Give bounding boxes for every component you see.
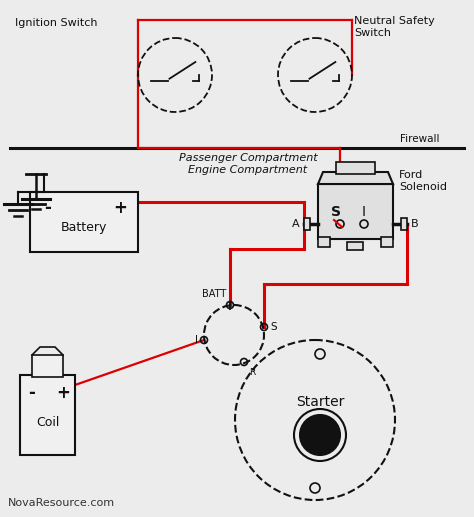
Text: I: I	[362, 205, 366, 219]
Text: Coil: Coil	[36, 417, 59, 430]
Text: -: -	[45, 199, 52, 217]
Text: B: B	[411, 219, 419, 229]
Text: NovaResource.com: NovaResource.com	[8, 498, 115, 508]
Text: Neutral Safety
Switch: Neutral Safety Switch	[354, 16, 435, 38]
Text: Starter: Starter	[296, 395, 344, 409]
Text: Ford
Solenoid: Ford Solenoid	[399, 170, 447, 192]
Text: -: -	[28, 384, 36, 402]
Text: A: A	[292, 219, 300, 229]
Text: R: R	[249, 368, 255, 377]
Text: Firewall: Firewall	[400, 134, 439, 144]
Text: S: S	[331, 205, 341, 219]
Text: Passenger Compartment: Passenger Compartment	[179, 153, 317, 163]
Bar	[32, 355, 63, 377]
Text: BATT: BATT	[202, 289, 226, 299]
Circle shape	[300, 415, 340, 455]
Bar	[30, 192, 138, 252]
Text: +: +	[56, 384, 70, 402]
Text: I: I	[195, 335, 198, 345]
Text: Engine Compartment: Engine Compartment	[189, 165, 308, 175]
Text: Battery: Battery	[61, 221, 107, 235]
Polygon shape	[318, 172, 393, 184]
Text: Ignition Switch: Ignition Switch	[15, 18, 98, 28]
Bar	[318, 237, 330, 247]
Bar	[304, 218, 310, 230]
Bar	[318, 184, 393, 239]
Bar	[401, 218, 407, 230]
Text: S: S	[270, 322, 277, 332]
Bar	[336, 162, 375, 174]
Bar	[347, 242, 363, 250]
Bar	[20, 375, 75, 455]
Bar	[381, 237, 393, 247]
Text: +: +	[113, 199, 127, 217]
